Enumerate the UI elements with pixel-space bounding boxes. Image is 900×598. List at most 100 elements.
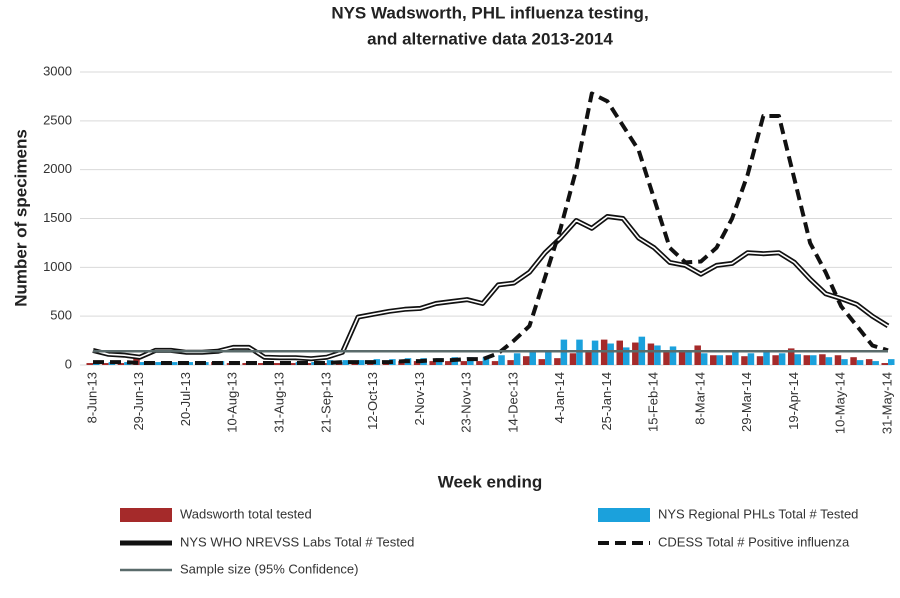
x-tick-label: 25-Jan-14 (599, 372, 614, 431)
bar (778, 353, 786, 365)
bar (632, 342, 639, 365)
bar (257, 363, 265, 365)
bar (710, 355, 717, 365)
bar (819, 354, 826, 365)
x-tick-label: 10-May-14 (833, 372, 848, 434)
bar (669, 346, 677, 365)
bar (756, 356, 764, 365)
bar (476, 361, 483, 365)
bar (663, 350, 670, 365)
bar (850, 357, 857, 365)
y-tick-label: 2000 (43, 161, 72, 176)
bar (607, 343, 614, 365)
bar (716, 355, 724, 365)
bar (460, 361, 468, 365)
bar (304, 363, 312, 365)
bar (732, 351, 739, 365)
x-tick-label: 8-Mar-14 (692, 372, 707, 425)
legend-label: NYS Regional PHLs Total # Tested (658, 506, 858, 521)
x-tick-label: 29-Jun-13 (131, 372, 146, 431)
bar (888, 359, 895, 365)
bar (155, 362, 162, 365)
legend-swatch (598, 508, 650, 522)
bar (725, 355, 733, 365)
legend-swatch (120, 508, 172, 522)
bar (482, 357, 490, 365)
bar (170, 362, 178, 365)
x-tick-label: 31-May-14 (879, 372, 894, 434)
y-tick-label: 1500 (43, 210, 72, 225)
x-tick-label: 2-Nov-13 (412, 372, 427, 425)
bar (529, 352, 536, 365)
bar (803, 355, 811, 365)
y-tick-label: 500 (50, 308, 72, 323)
bar (373, 359, 381, 365)
bar (186, 362, 194, 365)
bar (834, 355, 842, 365)
bar (741, 356, 748, 365)
bar (133, 355, 140, 365)
x-tick-label: 23-Nov-13 (459, 372, 474, 433)
y-tick-label: 3000 (43, 63, 72, 78)
bar (747, 353, 755, 365)
y-tick-label: 2500 (43, 112, 72, 127)
bar (507, 360, 514, 365)
bar (763, 352, 770, 365)
bar (772, 355, 779, 365)
bar (429, 361, 436, 365)
x-tick-label: 31-Aug-13 (271, 372, 286, 433)
bar (654, 345, 661, 365)
bar (545, 350, 552, 365)
bar (569, 353, 577, 365)
bar (856, 360, 864, 365)
bar (289, 363, 296, 365)
bar (139, 362, 147, 365)
chart-title: and alternative data 2013-2014 (367, 29, 613, 48)
x-tick-label: 8-Jun-13 (84, 372, 99, 423)
bar (538, 359, 546, 365)
bar (700, 353, 708, 365)
bar (358, 360, 365, 365)
bar (616, 340, 623, 365)
bar (591, 340, 599, 365)
bar (326, 360, 334, 365)
bar (102, 363, 109, 365)
bar (585, 352, 592, 365)
bar (242, 363, 249, 365)
bar (685, 350, 692, 365)
x-tick-label: 14-Dec-13 (505, 372, 520, 433)
y-axis-title: Number of specimens (11, 129, 30, 307)
line-series (93, 91, 889, 365)
bar (872, 361, 879, 365)
bar (794, 354, 801, 365)
x-tick-label: 12-Oct-13 (365, 372, 380, 430)
bar (342, 360, 349, 365)
bar (881, 363, 888, 365)
x-tick-label: 21-Sep-13 (318, 372, 333, 433)
legend-label: CDESS Total # Positive influenza (658, 534, 850, 549)
bar (841, 359, 848, 365)
bar (623, 347, 630, 365)
legend-label: Sample size (95% Confidence) (180, 561, 358, 576)
legend-label: Wadsworth total tested (180, 506, 312, 521)
x-tick-label: 19-Apr-14 (786, 372, 801, 430)
bar (86, 363, 93, 365)
x-tick-label: 4-Jan-14 (552, 372, 567, 423)
line-series (92, 214, 890, 362)
x-tick-label: 29-Mar-14 (739, 372, 754, 432)
bar (491, 361, 499, 365)
legend-label: NYS WHO NREVSS Labs Total # Tested (180, 534, 414, 549)
bar (513, 353, 521, 365)
bar (554, 358, 561, 365)
bar (865, 359, 873, 365)
x-tick-label: 15-Feb-14 (646, 372, 661, 432)
x-axis-title: Week ending (438, 472, 543, 491)
y-tick-label: 1000 (43, 259, 72, 274)
bar (694, 345, 701, 365)
x-tick-label: 20-Jul-13 (178, 372, 193, 426)
bar (498, 355, 505, 365)
x-tick-label: 10-Aug-13 (225, 372, 240, 433)
bar (445, 361, 452, 365)
